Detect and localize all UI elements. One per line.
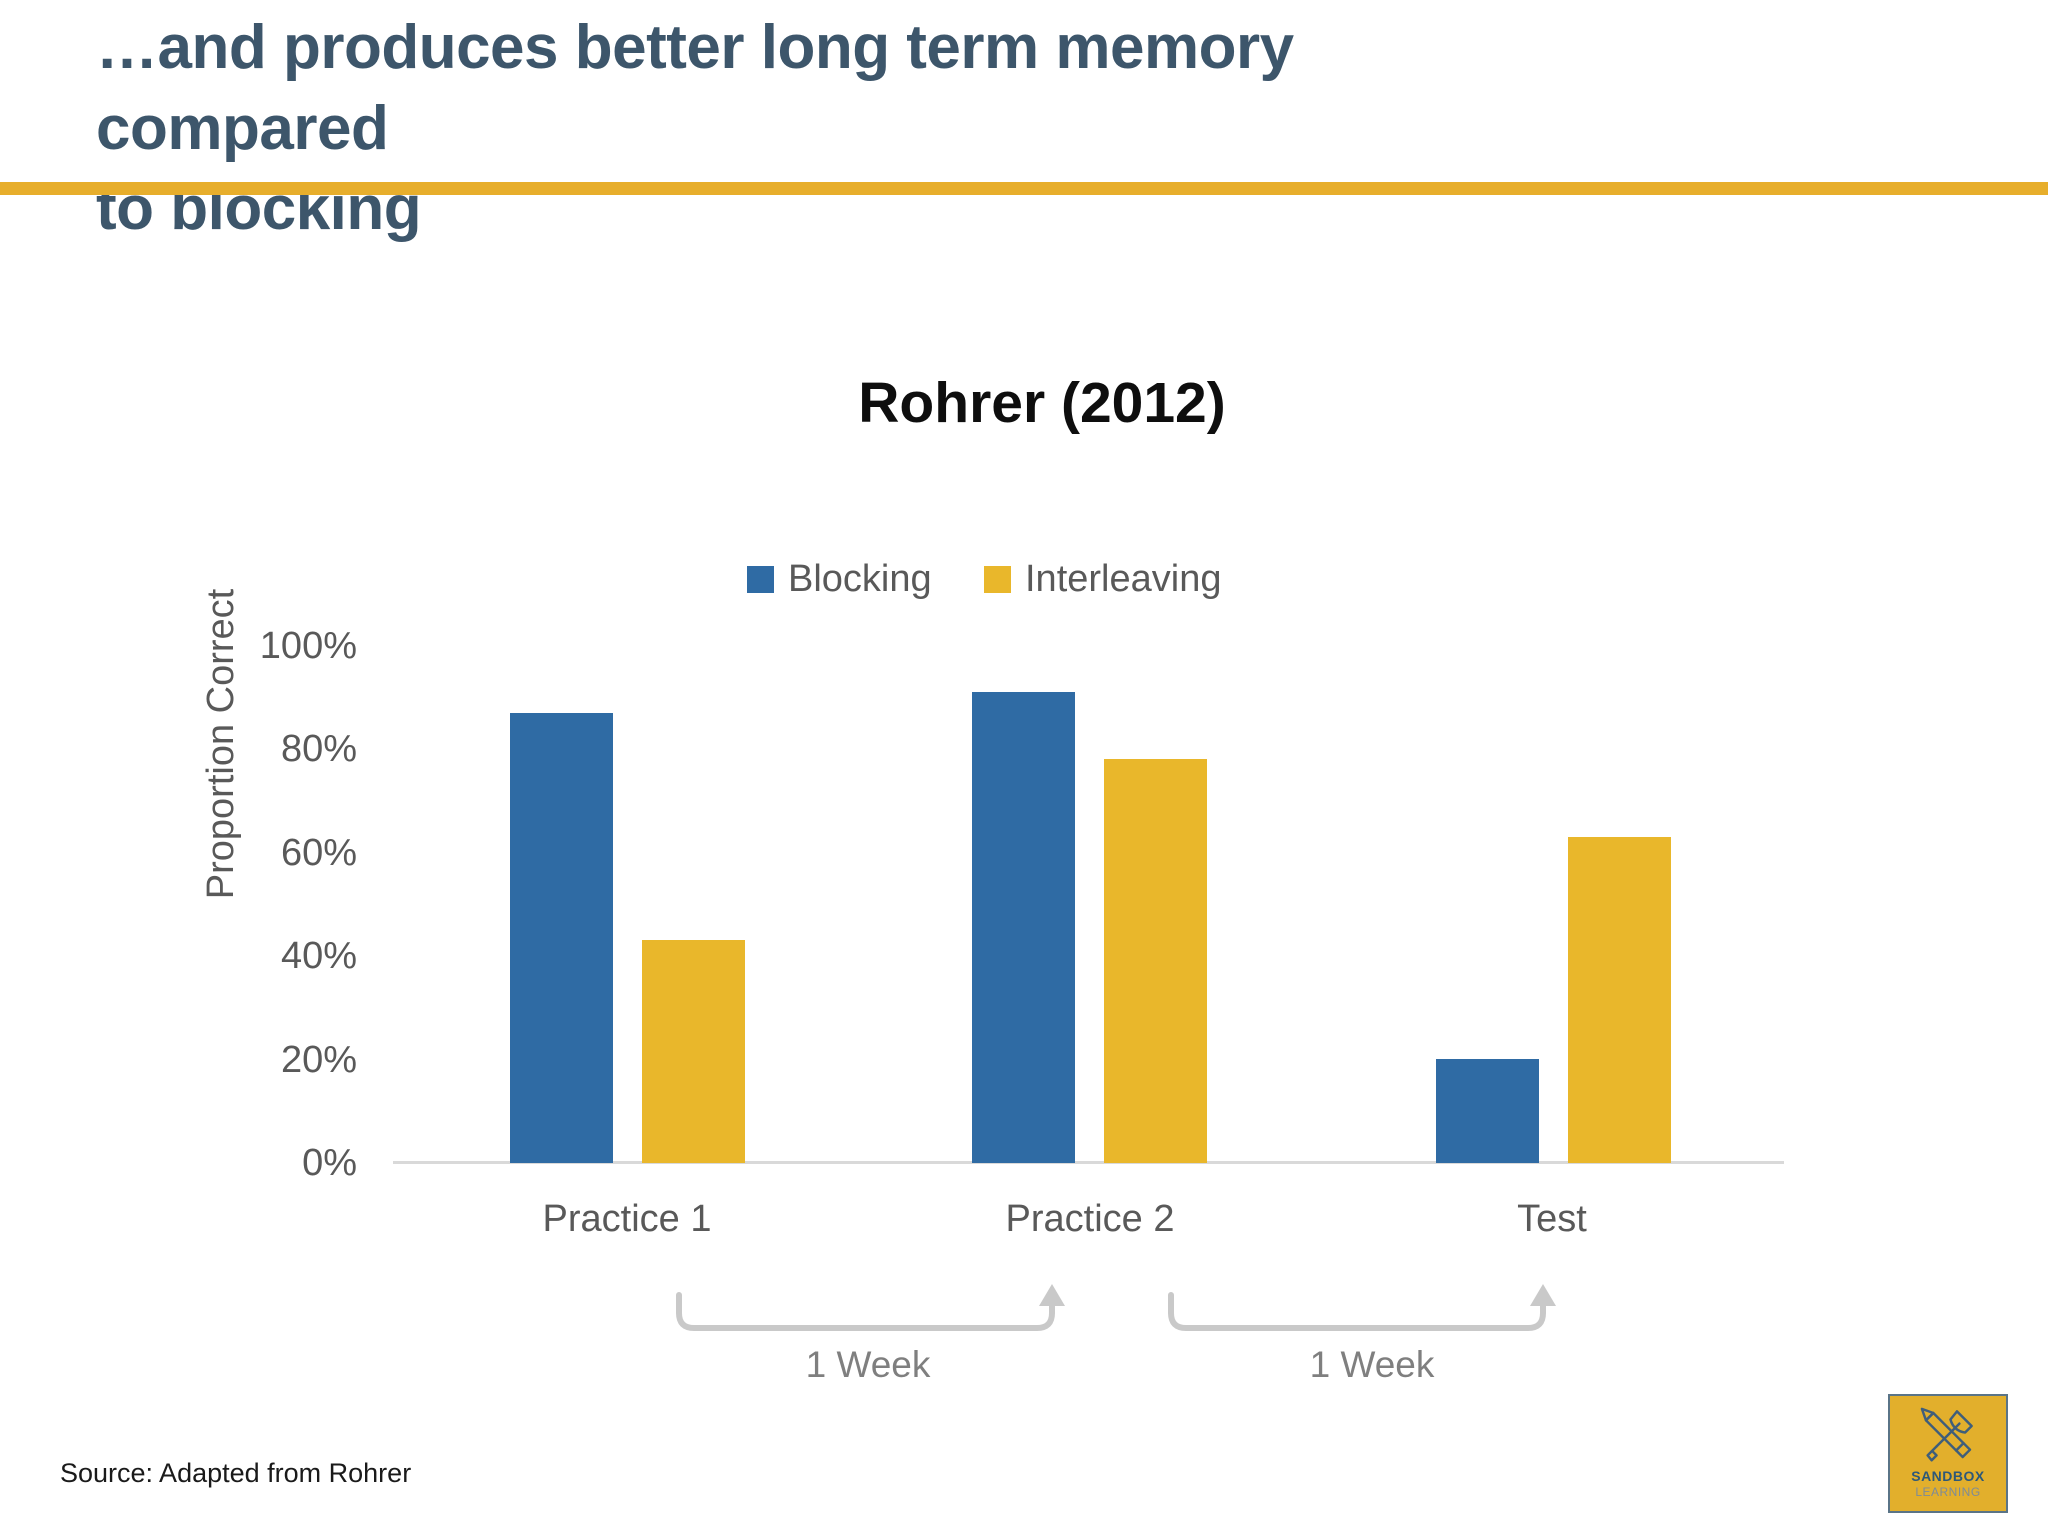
arrow-practice1-to-practice2 — [676, 1292, 1055, 1331]
arrowhead-1 — [1039, 1284, 1065, 1306]
pencil-shovel-icon — [1920, 1407, 1973, 1462]
arrow-practice2-to-test — [1168, 1292, 1546, 1331]
sandbox-learning-logo: SANDBOX LEARNING — [1888, 1394, 2008, 1513]
legend-swatch-blocking — [747, 565, 774, 593]
bar-interleaving-test — [1568, 837, 1671, 1163]
y-tick-0%: 0% — [302, 1142, 357, 1184]
arrowhead-2 — [1530, 1284, 1556, 1306]
source-note: Source: Adapted from Rohrer — [60, 1458, 412, 1488]
x-label-test: Test — [1517, 1198, 1587, 1240]
bar-blocking-practice-1 — [510, 713, 613, 1163]
legend-swatch-interleaving — [984, 565, 1011, 593]
y-tick-60%: 60% — [280, 831, 357, 874]
logo-text-learning: LEARNING — [1915, 1485, 1981, 1499]
y-tick-40%: 40% — [280, 935, 357, 977]
chart-title: Rohrer (2012) — [858, 371, 1226, 435]
bar-blocking-test — [1436, 1059, 1539, 1163]
annotation-week-2: 1 Week — [1309, 1344, 1435, 1385]
bar-interleaving-practice-2 — [1104, 759, 1207, 1163]
legend-item-interleaving: Interleaving — [984, 557, 1221, 601]
legend-label-interleaving: Interleaving — [1025, 557, 1222, 600]
bar-blocking-practice-2 — [972, 692, 1075, 1163]
slide-heading-line1: …and produces better long term memory co… — [96, 13, 1294, 163]
logo-text-sandbox: SANDBOX — [1911, 1468, 1985, 1484]
y-tick-100%: 100% — [259, 624, 357, 667]
bar-interleaving-practice-1 — [642, 940, 745, 1163]
x-axis-line — [393, 1161, 1784, 1164]
slide-heading: …and produces better long term memory co… — [96, 8, 1516, 250]
y-tick-80%: 80% — [280, 728, 357, 770]
legend-item-blocking: Blocking — [747, 557, 932, 601]
y-tick-20%: 20% — [280, 1038, 357, 1081]
x-label-practice-1: Practice 1 — [542, 1198, 712, 1240]
annotation-week-1: 1 Week — [805, 1344, 931, 1385]
x-label-practice-2: Practice 2 — [1005, 1198, 1175, 1240]
legend-label-blocking: Blocking — [788, 557, 932, 600]
accent-divider — [0, 182, 2048, 195]
